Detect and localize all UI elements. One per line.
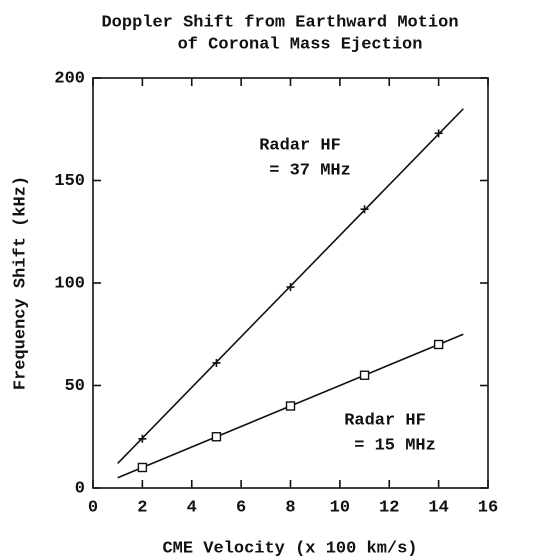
x-tick-label: 0 <box>88 498 98 517</box>
x-tick-label: 10 <box>330 498 350 517</box>
x-tick-label: 12 <box>379 498 399 517</box>
x-tick-label: 6 <box>236 498 246 517</box>
x-tick-label: 16 <box>478 498 498 517</box>
marker <box>285 401 296 411</box>
y-axis-label: Frequency Shift (kHz) <box>11 176 30 390</box>
x-tick-label: 14 <box>428 498 448 517</box>
annotation: Radar HF <box>259 136 341 155</box>
marker <box>137 462 148 473</box>
chart-subtitle: of Coronal Mass Ejection <box>178 35 423 54</box>
marker <box>211 432 222 442</box>
marker <box>359 370 370 380</box>
x-tick-label: 4 <box>187 498 197 517</box>
x-tick-label: 2 <box>137 498 147 517</box>
y-tick-label: 100 <box>54 274 85 293</box>
annotation: = 15 MHz <box>354 436 436 455</box>
y-tick-label: 200 <box>54 69 85 88</box>
y-tick-label: 150 <box>54 172 85 191</box>
x-tick-label: 8 <box>285 498 295 517</box>
y-tick-label: 50 <box>65 377 85 396</box>
marker <box>360 205 369 214</box>
y-tick-label: 0 <box>75 479 85 498</box>
x-axis-label: CME Velocity (x 100 km/s) <box>162 539 417 558</box>
marker <box>138 434 147 443</box>
chart-title: Doppler Shift from Earthward Motion <box>101 13 458 32</box>
annotation: = 37 MHz <box>269 161 351 180</box>
marker <box>212 358 221 367</box>
marker <box>433 339 444 350</box>
annotation: Radar HF <box>344 411 426 430</box>
marker <box>286 283 295 292</box>
marker <box>434 129 443 138</box>
